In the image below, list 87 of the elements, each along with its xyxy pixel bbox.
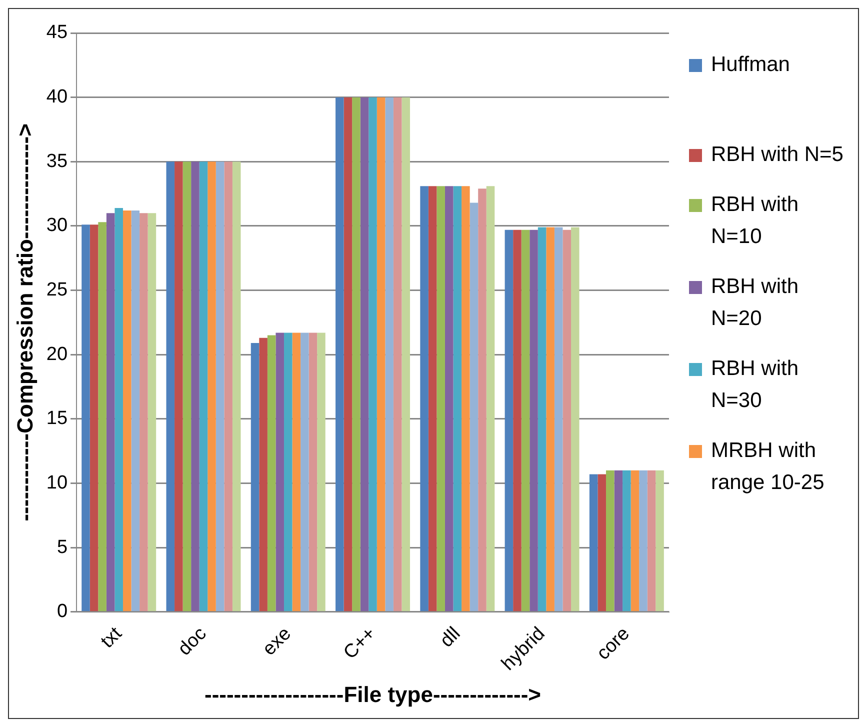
bar (504, 230, 514, 612)
bar (344, 97, 352, 612)
bar (148, 213, 156, 612)
bar (360, 97, 369, 612)
legend-label: RBH with N=5 (711, 142, 844, 168)
bar (470, 202, 478, 612)
bar (478, 188, 486, 612)
bar (98, 222, 106, 612)
bar (656, 470, 664, 612)
bar (276, 332, 284, 612)
legend-label: RBH with N=20 (711, 274, 800, 332)
bar (530, 230, 538, 612)
bar (166, 162, 175, 612)
x-tick-label: exe (258, 623, 296, 660)
bar (606, 470, 614, 612)
bar (114, 208, 123, 612)
x-tick-label: doc (174, 623, 211, 660)
bar (368, 97, 377, 612)
bar (513, 230, 522, 612)
y-tick-label: 45 (46, 22, 68, 44)
bar (647, 470, 656, 612)
bar (444, 186, 454, 612)
bar (336, 97, 344, 612)
bar (174, 162, 183, 612)
bar (191, 162, 200, 612)
bar (546, 227, 554, 612)
bar (376, 97, 386, 612)
bar (598, 474, 606, 612)
bar (630, 470, 640, 612)
x-tick-label: txt (97, 622, 127, 652)
bar (267, 335, 276, 612)
bar (224, 162, 232, 612)
x-tick-label: core (592, 623, 634, 664)
legend-label: RBH with N=10 (711, 192, 800, 250)
bar (453, 186, 462, 612)
legend-label: Huffman (711, 52, 791, 78)
x-tick-label: C++ (340, 623, 380, 664)
y-axis-title: ------------Compression ratio--------------> (12, 124, 38, 522)
x-tick-label: dll (436, 623, 465, 652)
bar (131, 210, 140, 612)
bar (420, 186, 428, 612)
bar (106, 213, 115, 612)
bar (521, 230, 530, 612)
y-tick-label: 30 (46, 215, 68, 236)
bar (428, 186, 437, 612)
y-tick-label: 10 (46, 472, 68, 494)
bar (300, 332, 309, 612)
bar (614, 470, 623, 612)
bar (216, 162, 224, 612)
y-tick-label: 20 (46, 344, 68, 365)
bar (292, 332, 301, 612)
legend-label: MRBH with range 10-25 (711, 438, 826, 496)
bar (622, 470, 631, 612)
x-axis-title: -------------------File type-------------> (204, 682, 542, 707)
bar (393, 97, 402, 612)
bar (436, 186, 445, 612)
bar (182, 162, 192, 612)
bar (308, 332, 318, 612)
bar (554, 227, 563, 612)
bar (385, 97, 394, 612)
bar (250, 343, 260, 612)
bar (402, 97, 410, 612)
bar (462, 186, 470, 612)
bar (82, 224, 90, 612)
bar (562, 230, 572, 612)
y-tick-label: 35 (46, 150, 68, 172)
bar (284, 332, 292, 612)
bar (639, 470, 648, 612)
bar (208, 162, 216, 612)
y-tick-label: 0 (56, 601, 68, 622)
bar (571, 227, 580, 612)
bar (589, 474, 598, 612)
bar (140, 213, 148, 612)
y-tick-label: 25 (46, 280, 68, 301)
bar (538, 227, 546, 612)
y-tick-label: 5 (56, 536, 68, 558)
y-tick-label: 15 (46, 408, 68, 430)
bar (199, 162, 208, 612)
bar (122, 210, 132, 612)
bar (317, 332, 326, 612)
bar (232, 162, 241, 612)
legend-label: RBH with N=30 (711, 356, 800, 414)
bar (352, 97, 360, 612)
bar (486, 186, 495, 612)
bar (90, 224, 98, 612)
y-tick-label: 40 (46, 86, 68, 108)
bar (259, 338, 268, 612)
